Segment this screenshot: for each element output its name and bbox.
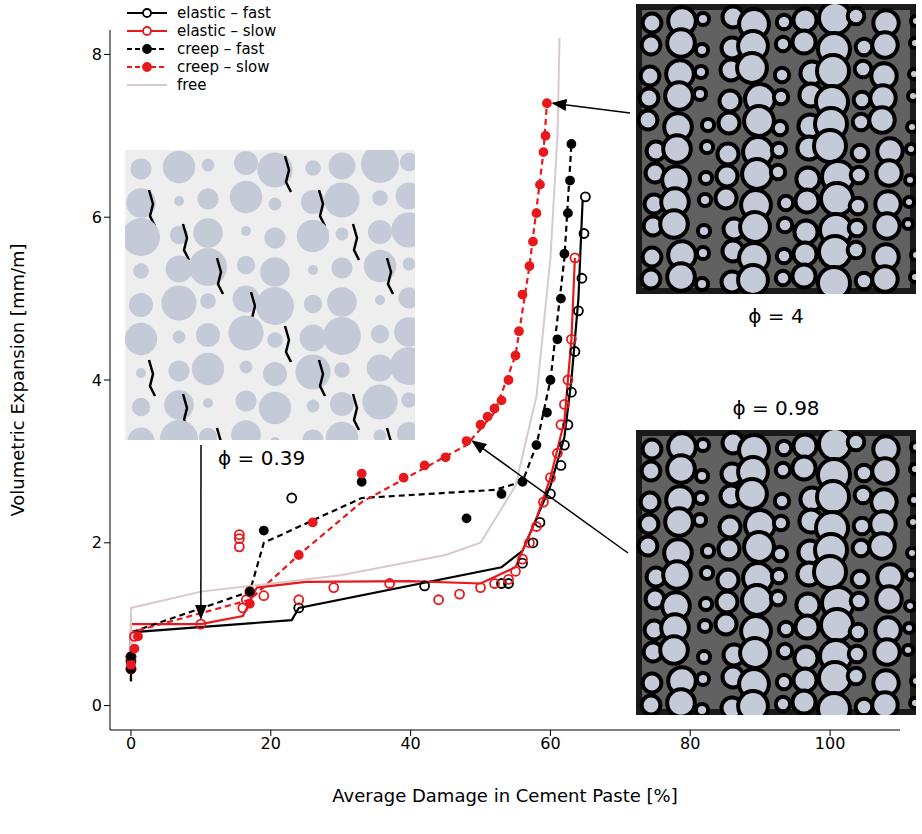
html-text:free: free <box>177 76 207 94</box>
svg-text:2: 2 <box>92 533 102 552</box>
svg-text:40: 40 <box>400 734 420 753</box>
svg-text:20: 20 <box>261 734 281 753</box>
svg-text:0: 0 <box>92 696 102 715</box>
svg-text:8: 8 <box>92 45 102 64</box>
html-text:creep – fast: creep – fast <box>177 40 265 58</box>
svg-text:80: 80 <box>680 734 700 753</box>
svg-text:Average Damage in Cement Paste: Average Damage in Cement Paste [%] <box>332 785 677 806</box>
svg-text:0: 0 <box>126 734 136 753</box>
html-text:creep – slow: creep – slow <box>177 58 270 76</box>
html-text:elastic – fast: elastic – fast <box>177 4 271 22</box>
svg-text:60: 60 <box>540 734 560 753</box>
html-text:ϕ = 0.98: ϕ = 0.98 <box>732 396 820 420</box>
html-text:ϕ = 0.39: ϕ = 0.39 <box>218 446 306 470</box>
svg-text:6: 6 <box>92 208 102 227</box>
html-text:elastic – slow: elastic – slow <box>177 22 277 40</box>
svg-text:4: 4 <box>92 371 102 390</box>
svg-text:Volumetric Expansion [mm/m]: Volumetric Expansion [mm/m] <box>7 243 28 516</box>
svg-text:100: 100 <box>815 734 846 753</box>
html-text:ϕ = 4: ϕ = 4 <box>748 304 804 328</box>
